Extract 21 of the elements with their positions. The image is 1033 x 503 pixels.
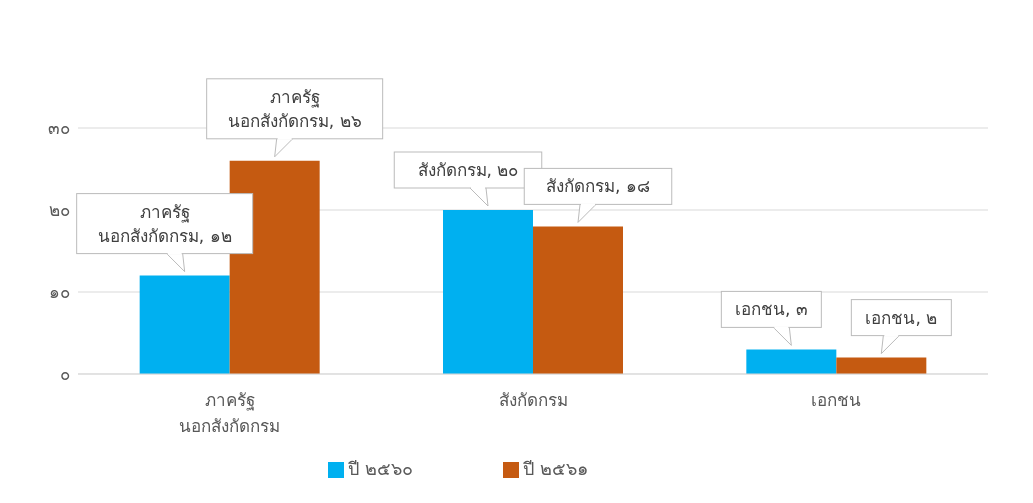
bar	[533, 226, 623, 374]
bar	[229, 160, 320, 374]
bar	[746, 349, 837, 374]
data-label: เอกชน, ๒	[865, 307, 938, 328]
x-tick-label: ภาครัฐ นอกสังกัดกรม	[179, 390, 281, 436]
data-label: สังกัดกรม, ๒๐	[417, 160, 519, 180]
y-tick-label: ๑๐	[49, 282, 70, 303]
x-tick-label: สังกัดกรม	[498, 390, 568, 410]
y-tick-label: ๒๐	[49, 200, 70, 221]
bar	[139, 275, 230, 374]
data-label: ภาครัฐ นอกสังกัดกรม, ๑๒	[97, 201, 232, 246]
bar	[443, 210, 533, 374]
y-tick-label: ๓๐	[48, 118, 70, 139]
data-label: ภาครัฐ นอกสังกัดกรม, ๒๖	[227, 86, 362, 131]
data-label: สังกัดกรม, ๑๘	[546, 176, 650, 197]
legend-label: ปี ๒๕๖๑	[523, 458, 588, 479]
legend-label: ปี ๒๕๖๐	[348, 458, 413, 479]
y-tick-label: ๐	[60, 364, 70, 385]
bar	[836, 357, 927, 374]
data-label: เอกชน, ๓	[734, 299, 808, 320]
x-tick-label: เอกชน	[811, 390, 862, 410]
